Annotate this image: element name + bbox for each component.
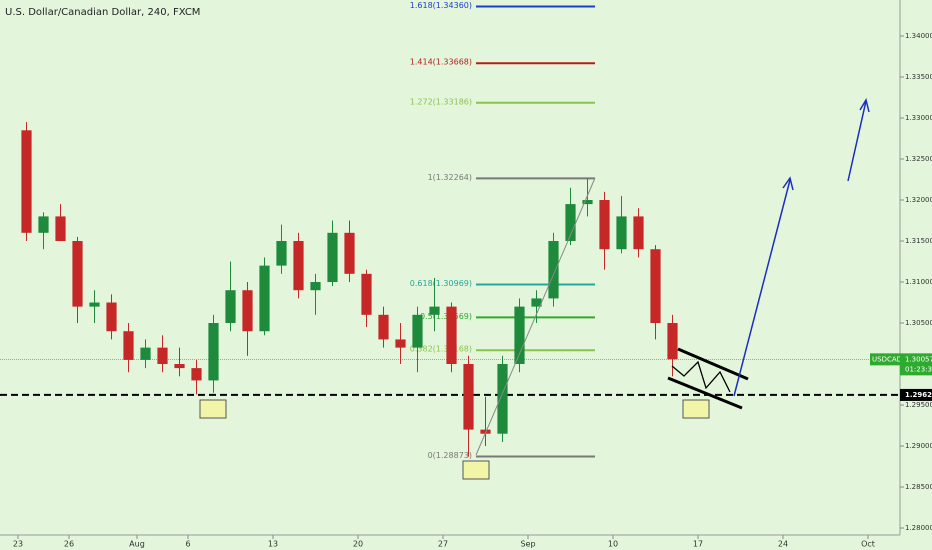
fib-label: 0.5(1.30569) [420, 312, 472, 321]
support-tag [900, 388, 932, 401]
candle-body [446, 306, 457, 365]
plot: 0(1.28873) 0.382(1.30168) 0.5(1.30569) 0.61… [0, 1, 900, 460]
candle-body [276, 241, 287, 266]
candle-body [633, 216, 644, 250]
x-tick-label: Sep [520, 540, 535, 549]
forecast-arrow [847, 100, 867, 182]
candle-body [667, 323, 678, 360]
price-axis-panel [900, 0, 932, 550]
candle-body [225, 290, 236, 324]
highlight-box [462, 460, 490, 480]
x-tick-label: Oct [861, 540, 875, 549]
chart-title: U.S. Dollar/Canadian Dollar, 240, FXCM [5, 7, 200, 18]
candle-body [497, 364, 508, 434]
candle-body [293, 241, 304, 291]
y-tick-label: 1.32500 [905, 155, 932, 163]
candle-body [582, 200, 593, 205]
y-tick-label: 1.28500 [905, 483, 932, 491]
symbol-tag [870, 353, 900, 366]
candle-body [174, 364, 185, 369]
y-tick-label: 1.33000 [905, 114, 932, 122]
x-tick-label: Aug [129, 540, 145, 549]
candle-body [463, 364, 474, 430]
x-tick-label: 20 [353, 540, 363, 549]
candle-body [327, 232, 338, 283]
candle-body [429, 306, 440, 315]
candle-body [395, 339, 406, 348]
candle-body [378, 314, 389, 340]
y-tick-label: 1.31500 [905, 237, 932, 245]
countdown-label: 01:23:33 [905, 365, 932, 373]
candle-body [157, 347, 168, 365]
candle-body [599, 200, 610, 250]
candle-body [565, 204, 576, 242]
candle-body [259, 265, 270, 332]
zigzag [671, 360, 731, 393]
fib-label: 1(1.32264) [428, 173, 472, 182]
fib-label: 1.272(1.33186) [410, 97, 472, 106]
fib-label: 0(1.28873) [428, 451, 472, 460]
candle-body [208, 323, 219, 381]
candle-body [650, 249, 661, 324]
candle-body [616, 216, 627, 250]
candle-body [72, 241, 83, 307]
candle-body [242, 290, 253, 332]
candle-body [55, 216, 66, 242]
annotations [199, 98, 870, 480]
axes: 1.280001.285001.290001.295001.300001.305… [13, 32, 932, 549]
channel-line [677, 347, 749, 381]
y-tick-label: 1.29000 [905, 442, 932, 450]
y-tick-label: 1.33500 [905, 73, 932, 81]
highlight-box [199, 399, 227, 419]
x-tick-label: 24 [778, 540, 788, 549]
channel-line [667, 376, 743, 410]
arrow-head [859, 98, 870, 113]
price-label: 1.30057 [905, 355, 932, 363]
y-tick-label: 1.31000 [905, 278, 932, 286]
candle-body [123, 331, 134, 360]
arrow-head [782, 176, 794, 191]
candle-body [361, 273, 372, 315]
candle-body [344, 232, 355, 274]
fib-label: 0.618(1.30969) [410, 279, 472, 288]
x-tick-label: 13 [268, 540, 278, 549]
x-tick-label: 26 [64, 540, 74, 549]
x-tick-label: 10 [608, 540, 618, 549]
x-tick-label: 6 [185, 540, 190, 549]
fib-label: 1.414(1.33668) [410, 58, 472, 67]
candle-body [38, 216, 49, 233]
candle-body [140, 347, 151, 360]
candle-body [531, 298, 542, 307]
x-tick-label: 23 [13, 540, 23, 549]
trend-line [475, 177, 596, 456]
candle-body [106, 302, 117, 332]
forecast-arrow [733, 179, 791, 397]
candle-body [514, 306, 525, 365]
candle-body [548, 241, 559, 299]
price-tag [900, 353, 932, 376]
y-tick-label: 1.32000 [905, 196, 932, 204]
y-tick-label: 1.29500 [905, 401, 932, 409]
candle-body [412, 314, 423, 348]
x-tick-label: 17 [693, 540, 703, 549]
fib-label: 1.618(1.34360) [410, 1, 472, 10]
candle-body [191, 368, 202, 381]
symbol-label: USDCAD [872, 355, 902, 363]
candle-body [310, 282, 321, 291]
candle-body [89, 302, 100, 307]
highlight-box [682, 399, 710, 419]
support-label: 1.29623 [905, 391, 932, 399]
x-tick-label: 27 [438, 540, 448, 549]
y-tick-label: 1.30500 [905, 319, 932, 327]
candle-body [21, 130, 32, 233]
y-tick-label: 1.34000 [905, 32, 932, 40]
y-tick-label: 1.28000 [905, 524, 932, 532]
fib-label: 0.382(1.30168) [410, 345, 472, 354]
